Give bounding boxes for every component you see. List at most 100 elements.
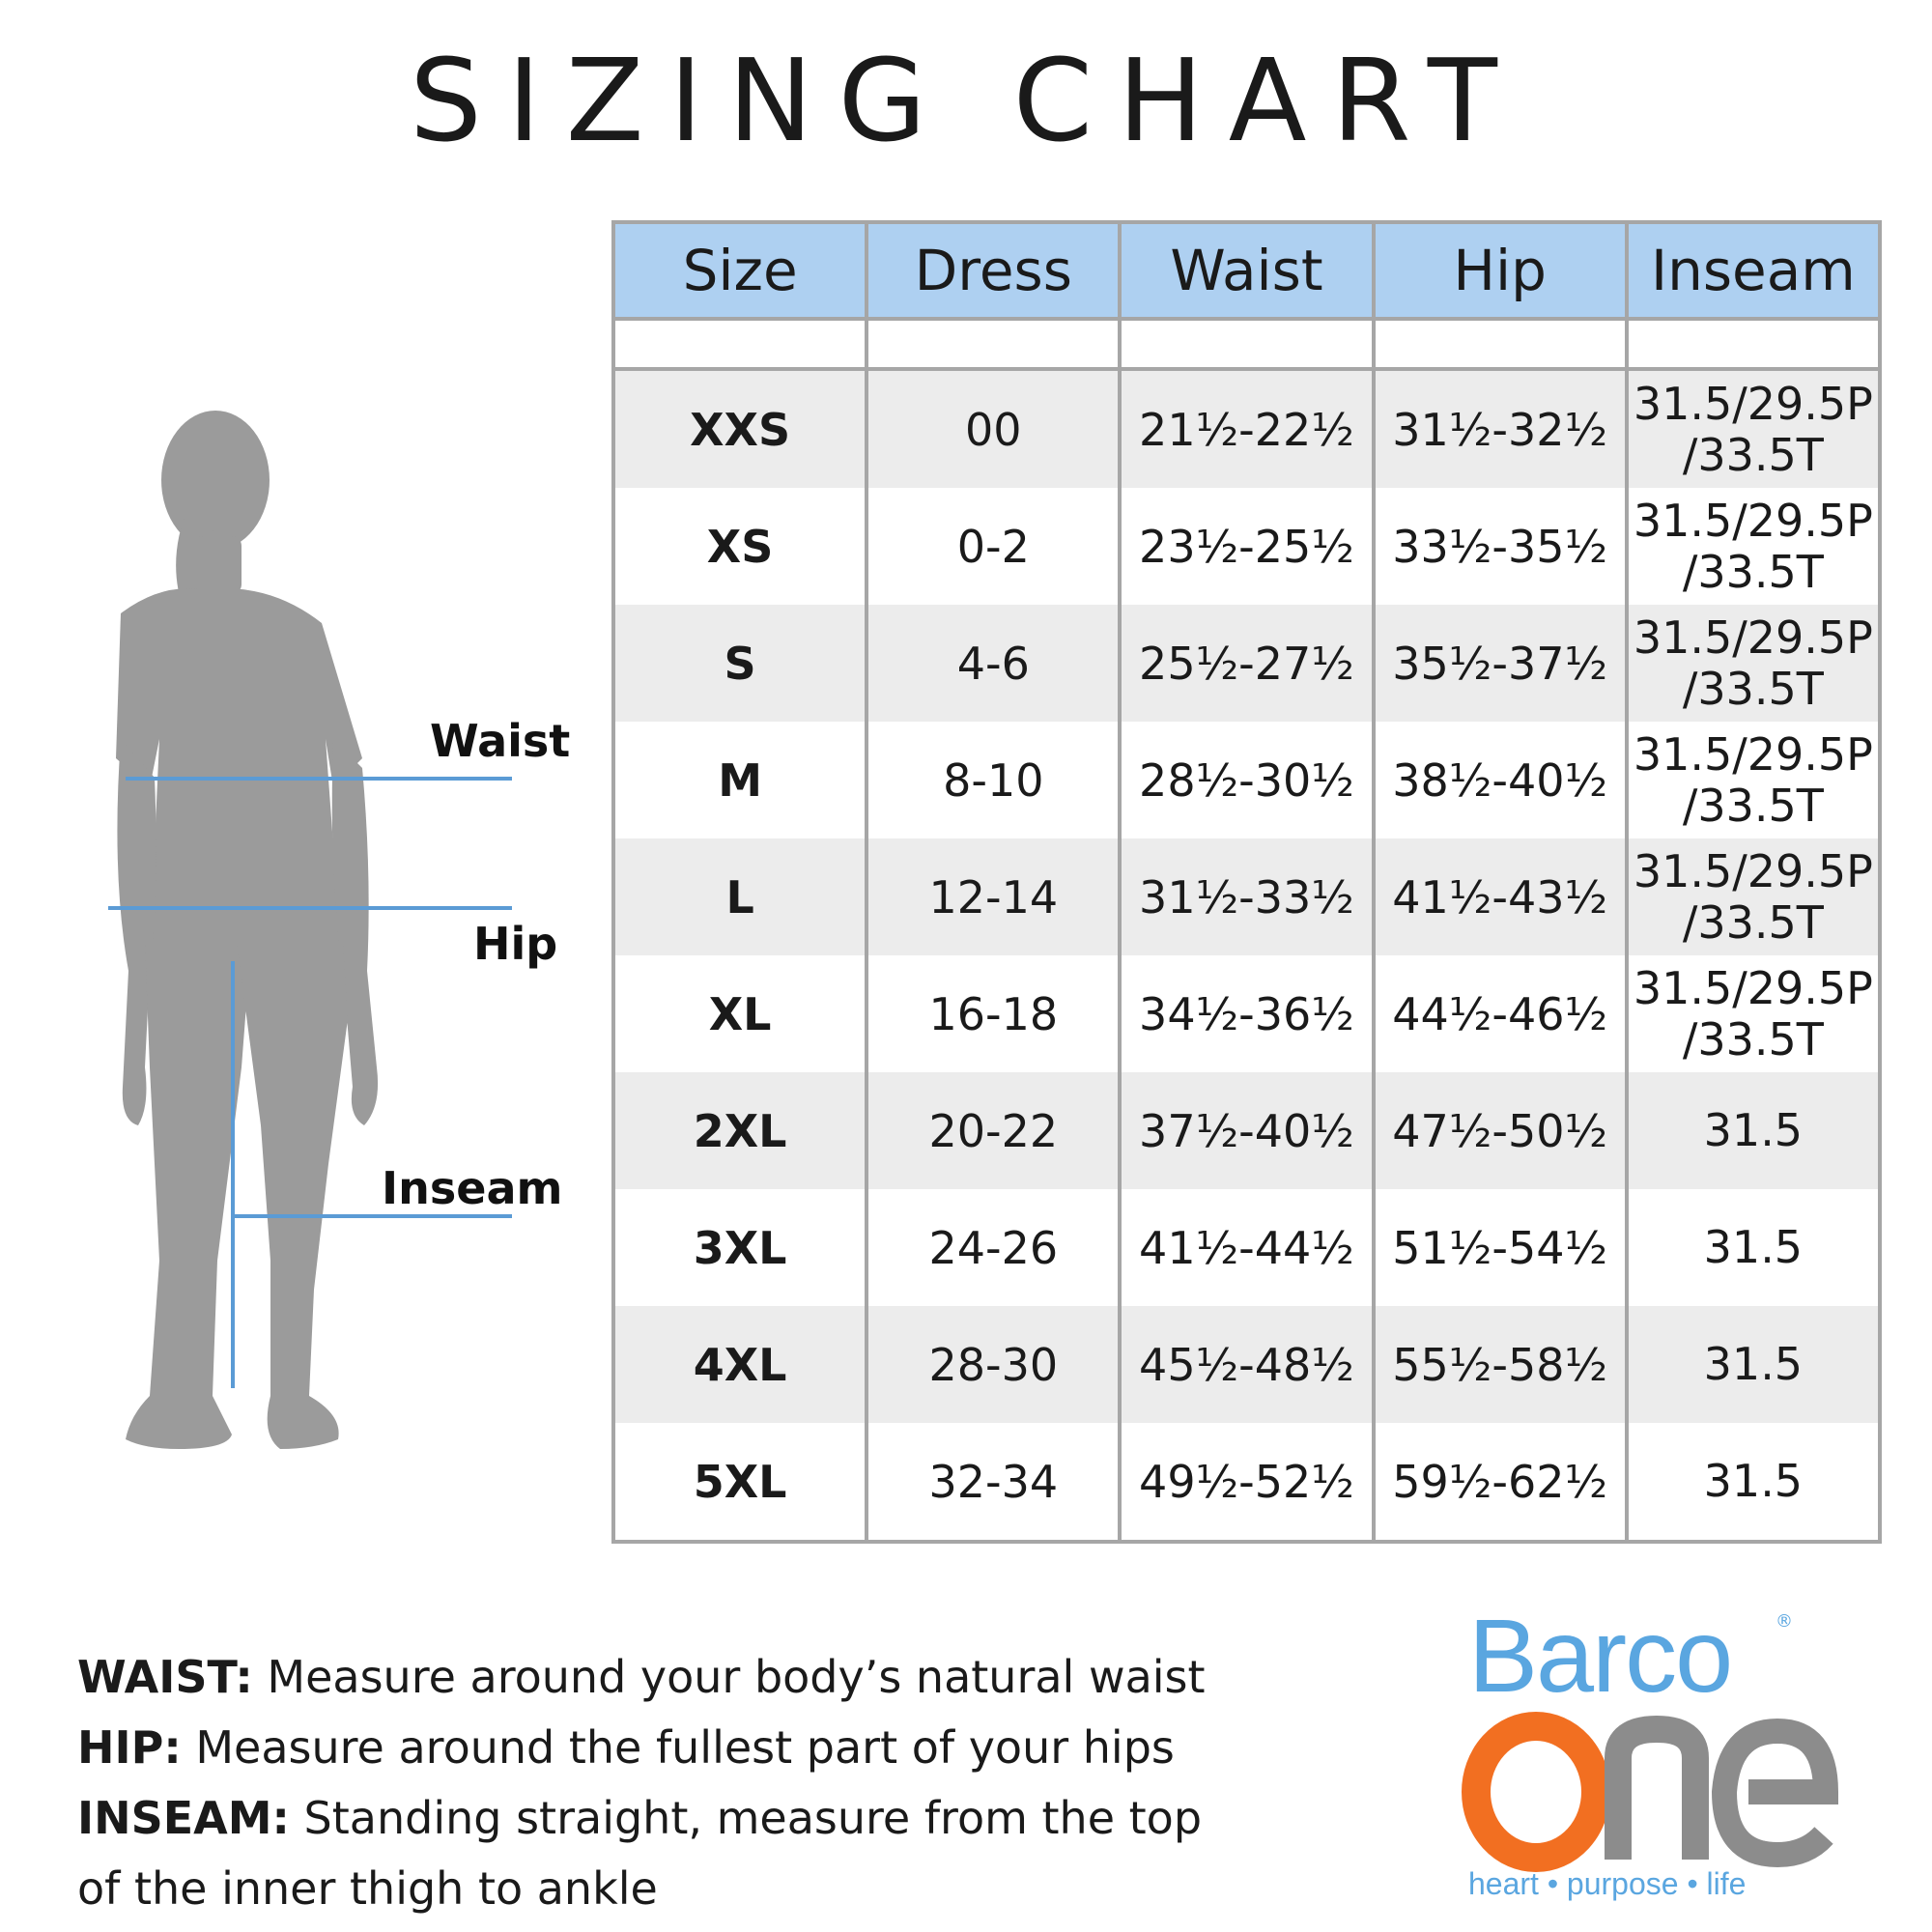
inseam-line-2: /33.5T	[1682, 662, 1824, 715]
registered-mark: ®	[1776, 1611, 1793, 1632]
cell-hip: 35½-37½	[1371, 605, 1629, 722]
inseam-measure-line	[231, 1214, 512, 1218]
note-term: WAIST:	[77, 1651, 253, 1703]
table-row: XS 0-2 23½-25½ 33½-35½ 31.5/29.5P/33.5T	[611, 488, 1883, 605]
cell-inseam: 31.5/29.5P/33.5T	[1624, 488, 1883, 605]
table-row: 4XL 28-30 45½-48½ 55½-58½ 31.5	[611, 1306, 1883, 1423]
note-waist: WAIST: Measure around your body’s natura…	[77, 1642, 1256, 1713]
cell-dress: 4-6	[865, 605, 1122, 722]
cell-waist: 45½-48½	[1118, 1306, 1376, 1423]
logo-brand-text: Barco	[1468, 1597, 1733, 1714]
cell-dress: 32-34	[865, 1423, 1122, 1542]
inseam-line-2: /33.5T	[1682, 779, 1824, 832]
barco-one-logo: Barco ® heart • purpose • life	[1449, 1597, 1839, 1913]
cell-inseam: 31.5/29.5P/33.5T	[1624, 955, 1883, 1072]
cell-size: 4XL	[611, 1306, 869, 1423]
inseam-line-1: 31.5/29.5P	[1633, 844, 1873, 897]
sizing-table: Size Dress Waist Hip Inseam XXS 00 21½-2…	[611, 220, 1883, 1544]
header-waist: Waist	[1118, 222, 1376, 321]
cell-size: XS	[611, 488, 869, 605]
cell-hip: 31½-32½	[1371, 369, 1629, 488]
cell-inseam: 31.5	[1624, 1423, 1883, 1542]
note-term: INSEAM:	[77, 1792, 290, 1844]
inseam-line-2: /33.5T	[1682, 545, 1824, 598]
spacer-cell	[865, 319, 1122, 371]
cell-hip: 41½-43½	[1371, 838, 1629, 955]
table-row: XXS 00 21½-22½ 31½-32½ 31.5/29.5P/33.5T	[611, 369, 1883, 488]
cell-inseam: 31.5/29.5P/33.5T	[1624, 838, 1883, 955]
cell-size: 3XL	[611, 1189, 869, 1306]
cell-hip: 44½-46½	[1371, 955, 1629, 1072]
inseam-line-1: 31.5/29.5P	[1633, 494, 1873, 547]
cell-inseam: 31.5/29.5P/33.5T	[1624, 369, 1883, 488]
silhouette-icon	[116, 411, 379, 1449]
cell-dress: 12-14	[865, 838, 1122, 955]
table-row: L 12-14 31½-33½ 41½-43½ 31.5/29.5P/33.5T	[611, 838, 1883, 955]
inseam-line-1: 31.5/29.5P	[1633, 377, 1873, 430]
inseam-vertical-line	[231, 961, 235, 1388]
waist-label: Waist	[430, 715, 571, 767]
cell-size: M	[611, 722, 869, 838]
cell-dress: 28-30	[865, 1306, 1122, 1423]
cell-inseam: 31.5	[1624, 1306, 1883, 1423]
logo-one-icon	[1462, 1712, 1839, 1872]
inseam-line-2: /33.5T	[1682, 895, 1824, 949]
cell-waist: 25½-27½	[1118, 605, 1376, 722]
inseam-line-1: 31.5/29.5P	[1633, 727, 1873, 781]
note-hip: HIP: Measure around the fullest part of …	[77, 1713, 1256, 1783]
body-silhouette-figure: Waist Hip Inseam	[53, 391, 575, 1473]
cell-inseam: 31.5/29.5P/33.5T	[1624, 722, 1883, 838]
cell-waist: 37½-40½	[1118, 1072, 1376, 1189]
header-dress: Dress	[865, 222, 1122, 321]
cell-waist: 21½-22½	[1118, 369, 1376, 488]
header-inseam: Inseam	[1624, 222, 1883, 321]
table-row: 2XL 20-22 37½-40½ 47½-50½ 31.5	[611, 1072, 1883, 1189]
table-row: 3XL 24-26 41½-44½ 51½-54½ 31.5	[611, 1189, 1883, 1306]
cell-dress: 00	[865, 369, 1122, 488]
inseam-label: Inseam	[382, 1162, 563, 1214]
waist-measure-line	[126, 777, 512, 781]
cell-size: 2XL	[611, 1072, 869, 1189]
cell-hip: 33½-35½	[1371, 488, 1629, 605]
cell-hip: 38½-40½	[1371, 722, 1629, 838]
hip-measure-line	[108, 906, 512, 910]
note-inseam: INSEAM: Standing straight, measure from …	[77, 1783, 1256, 1924]
note-text: Measure around the fullest part of your …	[181, 1721, 1175, 1774]
inseam-line-1: 31.5/29.5P	[1633, 611, 1873, 664]
spacer-cell	[1371, 319, 1629, 371]
note-text: Measure around your body’s natural waist	[252, 1651, 1206, 1703]
cell-dress: 0-2	[865, 488, 1122, 605]
cell-size: L	[611, 838, 869, 955]
cell-hip: 55½-58½	[1371, 1306, 1629, 1423]
cell-inseam: 31.5	[1624, 1189, 1883, 1306]
cell-size: XXS	[611, 369, 869, 488]
table-row: 5XL 32-34 49½-52½ 59½-62½ 31.5	[611, 1423, 1883, 1542]
spacer-cell	[611, 319, 869, 371]
cell-size: XL	[611, 955, 869, 1072]
cell-hip: 47½-50½	[1371, 1072, 1629, 1189]
cell-waist: 41½-44½	[1118, 1189, 1376, 1306]
cell-inseam: 31.5	[1624, 1072, 1883, 1189]
table-row: S 4-6 25½-27½ 35½-37½ 31.5/29.5P/33.5T	[611, 605, 1883, 722]
cell-waist: 49½-52½	[1118, 1423, 1376, 1542]
note-text: Standing straight, measure from the top …	[77, 1792, 1203, 1915]
table-row: XL 16-18 34½-36½ 44½-46½ 31.5/29.5P/33.5…	[611, 955, 1883, 1072]
cell-size: 5XL	[611, 1423, 869, 1542]
spacer-cell	[1624, 319, 1883, 371]
header-size: Size	[611, 222, 869, 321]
cell-waist: 23½-25½	[1118, 488, 1376, 605]
cell-inseam: 31.5/29.5P/33.5T	[1624, 605, 1883, 722]
hip-label: Hip	[473, 918, 558, 970]
table-row: M 8-10 28½-30½ 38½-40½ 31.5/29.5P/33.5T	[611, 722, 1883, 838]
cell-hip: 59½-62½	[1371, 1423, 1629, 1542]
logo-tagline: heart • purpose • life	[1468, 1866, 1747, 1901]
header-hip: Hip	[1371, 222, 1629, 321]
table-header-row: Size Dress Waist Hip Inseam	[611, 222, 1883, 321]
cell-dress: 20-22	[865, 1072, 1122, 1189]
cell-hip: 51½-54½	[1371, 1189, 1629, 1306]
measurement-notes: WAIST: Measure around your body’s natura…	[77, 1642, 1256, 1924]
cell-waist: 34½-36½	[1118, 955, 1376, 1072]
cell-waist: 28½-30½	[1118, 722, 1376, 838]
cell-waist: 31½-33½	[1118, 838, 1376, 955]
cell-dress: 24-26	[865, 1189, 1122, 1306]
